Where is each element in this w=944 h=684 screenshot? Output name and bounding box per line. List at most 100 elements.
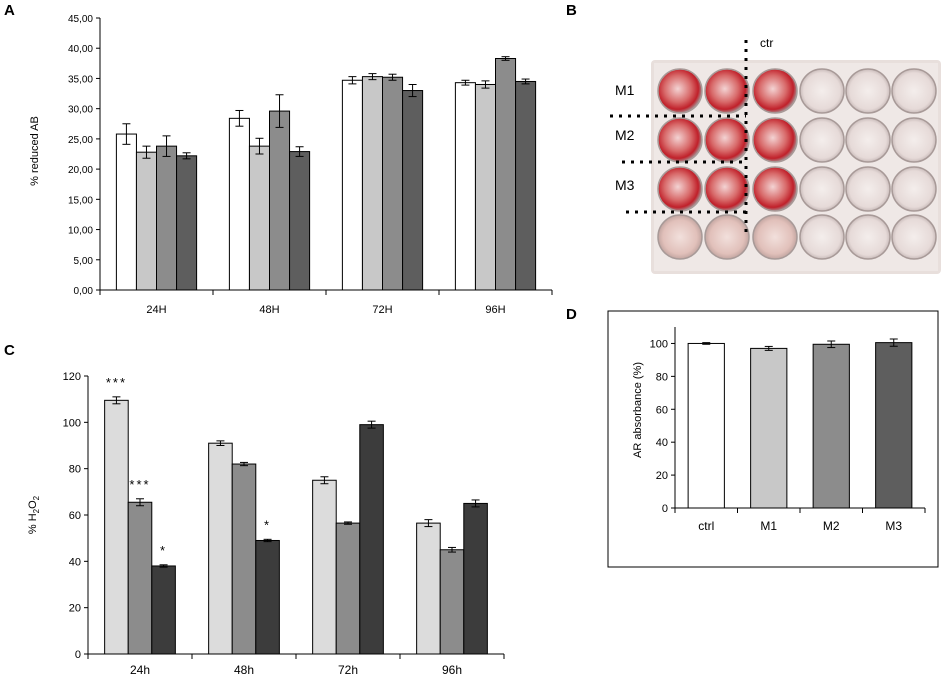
ctr-label: ctr xyxy=(760,36,773,50)
well xyxy=(799,214,845,260)
bar xyxy=(176,155,198,291)
well xyxy=(799,117,845,163)
bar xyxy=(255,539,280,655)
well xyxy=(891,117,937,163)
x-tick-label: ctrl xyxy=(698,519,714,533)
bar xyxy=(231,463,257,655)
bar xyxy=(248,145,271,291)
y-tick-label: 0 xyxy=(662,503,668,515)
well xyxy=(704,166,750,212)
y-tick-label: 100 xyxy=(63,417,81,429)
bar xyxy=(812,343,850,509)
x-tick-label: M2 xyxy=(823,519,840,533)
chart-a-ylabel: % reduced AB xyxy=(29,116,41,186)
well xyxy=(657,68,703,114)
bar xyxy=(416,522,441,655)
y-tick-label: 15,00 xyxy=(68,195,93,206)
bar xyxy=(515,80,537,291)
x-tick-label: M1 xyxy=(760,519,777,533)
bar xyxy=(402,90,424,291)
well xyxy=(891,214,937,260)
y-tick-label: 0 xyxy=(75,649,81,661)
bar xyxy=(335,522,361,655)
y-tick-label: 80 xyxy=(69,464,81,476)
y-tick-label: 10,00 xyxy=(68,226,93,237)
bar xyxy=(463,502,488,655)
chart-a: % reduced AB 0,00 5,00 10,00 15,00 20,00 25,0… xyxy=(29,14,553,316)
bar xyxy=(687,342,725,509)
bar xyxy=(361,76,384,291)
well xyxy=(704,68,750,114)
well xyxy=(752,166,798,212)
chart-d-frame xyxy=(607,310,939,568)
chart-d: AR absorbance (%) 0 20 40 60 80 100 ctrl M1 M2 M… xyxy=(607,310,939,568)
bar xyxy=(269,110,291,291)
well xyxy=(752,214,798,260)
y-tick-label: 100 xyxy=(650,338,668,350)
well xyxy=(657,117,703,163)
y-tick-label: 45,00 xyxy=(68,14,93,25)
chart-c-ylabel: % H2O2 xyxy=(27,495,41,534)
bar xyxy=(750,347,788,509)
row-label-m3: M3 xyxy=(615,177,635,193)
well-plate-photo: ctr M1 M2 M3 xyxy=(610,36,941,274)
well xyxy=(657,166,703,212)
bar xyxy=(359,424,384,655)
well xyxy=(799,166,845,212)
well xyxy=(845,117,891,163)
bar xyxy=(474,83,497,291)
y-tick-label: 25,00 xyxy=(68,135,93,146)
bar xyxy=(341,79,363,291)
y-tick-label: 60 xyxy=(656,404,668,416)
panel-letter-d: D xyxy=(566,306,577,323)
well xyxy=(845,68,891,114)
bar xyxy=(208,442,233,655)
y-tick-label: 20 xyxy=(69,603,81,615)
y-tick-label: 20 xyxy=(656,470,668,482)
bar xyxy=(382,76,404,291)
y-tick-label: 5,00 xyxy=(74,256,94,267)
panel-letter-c: C xyxy=(4,342,15,359)
significance-marker: * xyxy=(160,543,167,558)
y-tick-label: 20,00 xyxy=(68,165,93,176)
x-tick-label: 24h xyxy=(130,663,150,677)
well xyxy=(704,214,750,260)
well xyxy=(752,117,798,163)
well xyxy=(845,166,891,212)
bar xyxy=(439,549,465,655)
y-tick-label: 30,00 xyxy=(68,105,93,116)
panel-letter-a: A xyxy=(4,2,15,19)
well xyxy=(845,214,891,260)
bar xyxy=(495,57,517,291)
bar xyxy=(875,342,913,509)
well xyxy=(799,68,845,114)
y-tick-label: 0,00 xyxy=(74,286,94,297)
y-tick-label: 40 xyxy=(69,556,81,568)
x-tick-label: 24H xyxy=(146,304,166,316)
y-tick-label: 60 xyxy=(69,510,81,522)
significance-marker: *** xyxy=(129,477,150,492)
well xyxy=(704,117,750,163)
x-tick-label: 72h xyxy=(338,663,358,677)
bar xyxy=(289,151,311,291)
x-tick-label: M3 xyxy=(885,519,902,533)
x-tick-label: 72H xyxy=(372,304,392,316)
y-tick-label: 40,00 xyxy=(68,44,93,55)
bar xyxy=(151,565,176,655)
bar xyxy=(454,82,476,291)
bar xyxy=(127,501,153,655)
bar xyxy=(115,133,137,291)
bar xyxy=(156,145,178,291)
well xyxy=(891,68,937,114)
panel-letter-b: B xyxy=(566,2,577,19)
significance-marker: * xyxy=(264,517,271,532)
x-tick-label: 48h xyxy=(234,663,254,677)
well xyxy=(657,214,703,260)
well xyxy=(752,68,798,114)
bar xyxy=(312,479,337,655)
x-tick-label: 96H xyxy=(485,304,505,316)
row-label-m1: M1 xyxy=(615,82,635,98)
chart-d-ylabel: AR absorbance (%) xyxy=(632,362,644,458)
